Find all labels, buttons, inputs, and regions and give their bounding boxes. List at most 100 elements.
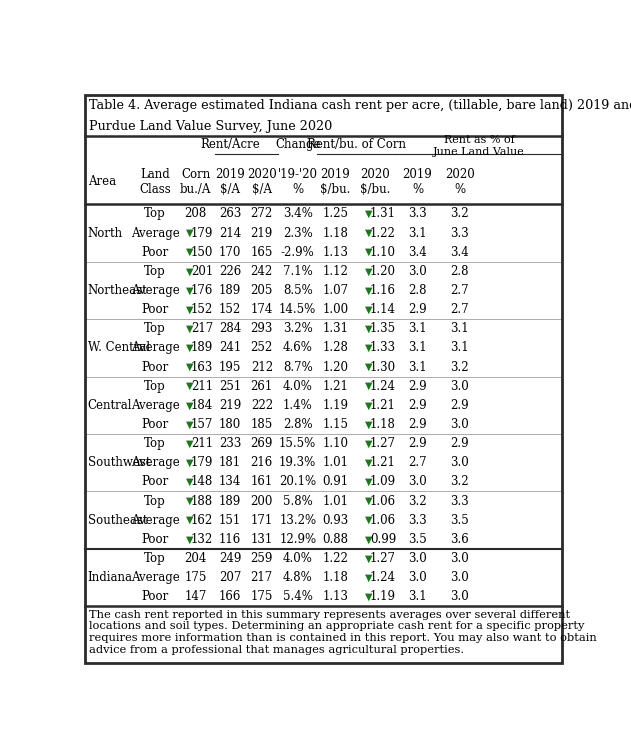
- Text: 1.21: 1.21: [370, 456, 396, 470]
- Text: 152: 152: [191, 303, 213, 316]
- Text: 3.0: 3.0: [450, 552, 469, 565]
- Text: Rent/bu. of Corn: Rent/bu. of Corn: [307, 138, 406, 152]
- Text: 3.0: 3.0: [450, 418, 469, 431]
- Text: 0.93: 0.93: [322, 514, 348, 526]
- Text: 3.2: 3.2: [451, 476, 469, 488]
- Text: 3.0: 3.0: [408, 265, 427, 278]
- Text: Area: Area: [88, 176, 116, 188]
- Text: Average: Average: [131, 456, 180, 470]
- Text: Poor: Poor: [141, 303, 168, 316]
- Text: Poor: Poor: [141, 418, 168, 431]
- Text: 1.19: 1.19: [370, 590, 396, 603]
- Text: 170: 170: [219, 246, 241, 259]
- Text: 3.0: 3.0: [450, 590, 469, 603]
- Text: ▼: ▼: [186, 439, 193, 448]
- Text: Purdue Land Value Survey, June 2020: Purdue Land Value Survey, June 2020: [88, 120, 332, 133]
- Text: 216: 216: [251, 456, 273, 470]
- Text: ▼: ▼: [365, 419, 372, 430]
- Text: ▼: ▼: [186, 304, 193, 314]
- Text: 1.31: 1.31: [322, 322, 348, 335]
- Text: 3.3: 3.3: [408, 514, 427, 526]
- Text: 3.0: 3.0: [408, 476, 427, 488]
- Text: 200: 200: [251, 494, 273, 508]
- Text: 174: 174: [251, 303, 273, 316]
- Text: 207: 207: [219, 571, 241, 584]
- Text: 219: 219: [251, 226, 273, 239]
- Text: Northeast: Northeast: [88, 284, 148, 297]
- Text: 180: 180: [219, 418, 241, 431]
- Text: 3.1: 3.1: [451, 322, 469, 335]
- Text: 2019
$/A: 2019 $/A: [215, 168, 245, 196]
- Text: 1.35: 1.35: [370, 322, 396, 335]
- Text: 152: 152: [219, 303, 241, 316]
- Text: Top: Top: [144, 322, 166, 335]
- Text: Top: Top: [144, 437, 166, 450]
- Text: 1.20: 1.20: [370, 265, 396, 278]
- Text: 2.9: 2.9: [451, 399, 469, 412]
- Text: 204: 204: [184, 552, 207, 565]
- Text: Rent/Acre: Rent/Acre: [200, 138, 260, 152]
- Text: Table 4. Average estimated Indiana cash rent per acre, (tillable, bare land) 201: Table 4. Average estimated Indiana cash …: [88, 99, 631, 112]
- Text: ▼: ▼: [365, 343, 372, 353]
- Text: 1.14: 1.14: [370, 303, 396, 316]
- Text: 2.8%: 2.8%: [283, 418, 312, 431]
- Text: ▼: ▼: [186, 515, 193, 525]
- Text: ▼: ▼: [365, 439, 372, 448]
- Text: 151: 151: [219, 514, 241, 526]
- Text: 1.10: 1.10: [322, 437, 348, 450]
- Text: 1.27: 1.27: [370, 552, 396, 565]
- Text: 165: 165: [251, 246, 273, 259]
- Text: Top: Top: [144, 552, 166, 565]
- Text: ▼: ▼: [365, 400, 372, 410]
- Text: Average: Average: [131, 226, 180, 239]
- Text: 1.18: 1.18: [322, 226, 348, 239]
- Text: 157: 157: [191, 418, 213, 431]
- Text: 259: 259: [251, 552, 273, 565]
- Text: Poor: Poor: [141, 590, 168, 603]
- Text: 3.5: 3.5: [408, 532, 427, 546]
- Text: 272: 272: [251, 208, 273, 220]
- Text: 201: 201: [191, 265, 213, 278]
- Text: 0.88: 0.88: [322, 532, 348, 546]
- Text: 4.0%: 4.0%: [283, 380, 312, 393]
- Text: 1.31: 1.31: [370, 208, 396, 220]
- Text: 1.24: 1.24: [370, 571, 396, 584]
- Text: Change: Change: [275, 138, 321, 152]
- Text: 1.21: 1.21: [370, 399, 396, 412]
- Text: 3.2%: 3.2%: [283, 322, 312, 335]
- Text: Land
Class: Land Class: [139, 168, 171, 196]
- Text: 162: 162: [191, 514, 213, 526]
- Text: ▼: ▼: [365, 515, 372, 525]
- Text: Central: Central: [88, 399, 132, 412]
- Text: ▼: ▼: [365, 266, 372, 276]
- Text: 2.7: 2.7: [451, 284, 469, 297]
- Text: 1.01: 1.01: [322, 494, 348, 508]
- Text: 241: 241: [219, 341, 241, 355]
- Text: ▼: ▼: [186, 228, 193, 238]
- Text: 1.4%: 1.4%: [283, 399, 312, 412]
- Text: Average: Average: [131, 284, 180, 297]
- Text: 0.99: 0.99: [370, 532, 396, 546]
- Text: 226: 226: [219, 265, 241, 278]
- Text: 1.18: 1.18: [322, 571, 348, 584]
- Text: 1.00: 1.00: [322, 303, 348, 316]
- Text: 148: 148: [191, 476, 213, 488]
- Text: 8.7%: 8.7%: [283, 361, 312, 374]
- Text: 4.6%: 4.6%: [283, 341, 312, 355]
- Text: 1.13: 1.13: [322, 246, 348, 259]
- Text: 242: 242: [251, 265, 273, 278]
- Text: ▼: ▼: [365, 554, 372, 563]
- Text: 3.2: 3.2: [451, 361, 469, 374]
- Text: 1.30: 1.30: [370, 361, 396, 374]
- Text: 1.09: 1.09: [370, 476, 396, 488]
- Text: 4.0%: 4.0%: [283, 552, 312, 565]
- Text: Rent as % of
June Land Value: Rent as % of June Land Value: [433, 135, 525, 157]
- Text: 13.2%: 13.2%: [279, 514, 316, 526]
- Text: ▼: ▼: [365, 458, 372, 468]
- Text: 12.9%: 12.9%: [279, 532, 316, 546]
- Text: 19.3%: 19.3%: [279, 456, 316, 470]
- Text: 252: 252: [251, 341, 273, 355]
- Text: 219: 219: [219, 399, 241, 412]
- Text: 2.7: 2.7: [451, 303, 469, 316]
- Text: 3.4: 3.4: [408, 246, 427, 259]
